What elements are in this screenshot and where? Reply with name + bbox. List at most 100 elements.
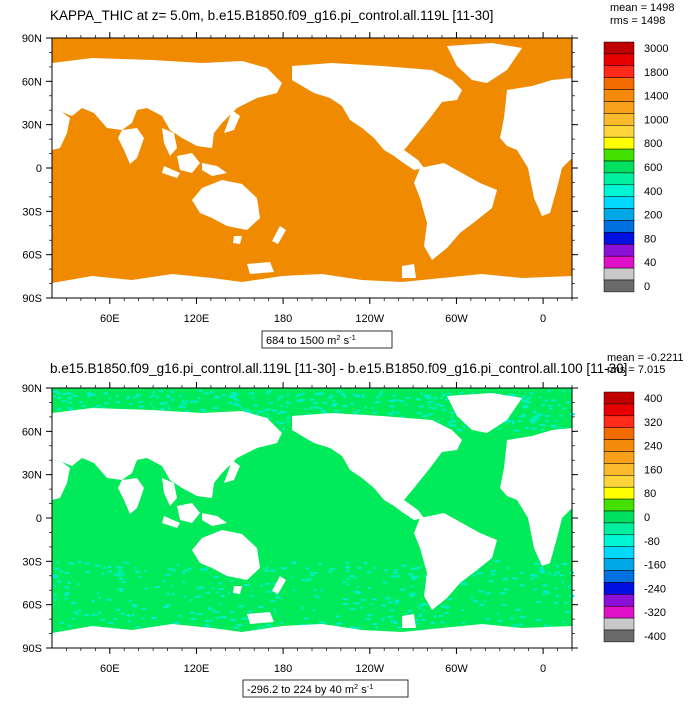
- noise-speck: [210, 619, 213, 622]
- noise-speck: [136, 625, 141, 628]
- noise-speck: [539, 424, 546, 427]
- noise-speck: [265, 566, 269, 569]
- noise-speck: [322, 412, 328, 415]
- colorbar-label: 400: [644, 186, 662, 198]
- x-tick-label: 120W: [355, 313, 384, 325]
- noise-speck: [376, 396, 380, 399]
- noise-speck: [122, 573, 125, 576]
- noise-speck: [405, 403, 408, 406]
- noise-speck: [264, 582, 270, 585]
- noise-speck: [356, 591, 362, 594]
- noise-speck: [179, 394, 183, 397]
- noise-speck: [286, 401, 291, 404]
- noise-speck: [503, 588, 509, 591]
- noise-speck: [243, 408, 250, 411]
- noise-speck: [450, 416, 453, 419]
- noise-speck: [430, 621, 435, 624]
- noise-speck: [372, 411, 377, 414]
- y-tick-label: 90N: [22, 383, 42, 395]
- plot1-range-box: 684 to 1500 m2 s-1: [261, 330, 393, 349]
- colorbar-cell: [603, 208, 635, 221]
- noise-speck: [557, 404, 561, 407]
- colorbar-cell: [603, 391, 635, 405]
- noise-speck: [388, 400, 391, 403]
- noise-speck: [427, 413, 433, 416]
- noise-speck: [144, 569, 147, 572]
- plot-difference: b.e15.B1850.f09_g16.pi_control.all.119L …: [22, 352, 684, 698]
- noise-speck: [562, 620, 565, 623]
- noise-speck: [535, 618, 542, 621]
- noise-speck: [200, 586, 205, 589]
- noise-speck: [216, 591, 219, 594]
- noise-speck: [107, 570, 113, 573]
- noise-speck: [562, 562, 568, 565]
- noise-speck: [276, 421, 280, 424]
- noise-speck: [265, 392, 270, 395]
- noise-speck: [405, 613, 408, 616]
- noise-speck: [119, 578, 124, 580]
- noise-speck: [549, 625, 553, 628]
- y-tick-label: 0: [36, 513, 42, 525]
- plot2-range-text: -296.2 to 224 by 40 m: [247, 684, 354, 696]
- noise-speck: [364, 406, 367, 409]
- noise-speck: [305, 567, 310, 570]
- noise-speck: [181, 399, 185, 402]
- noise-speck: [197, 397, 201, 400]
- noise-speck: [564, 601, 569, 604]
- svg-text:-296.2 to 224 by 40 m2 s-1: -296.2 to 224 by 40 m2 s-1: [247, 682, 373, 696]
- noise-speck: [320, 589, 324, 592]
- noise-speck: [249, 595, 254, 598]
- noise-speck: [98, 611, 102, 614]
- noise-speck: [536, 601, 542, 603]
- noise-speck: [290, 576, 293, 579]
- noise-speck: [398, 399, 403, 402]
- noise-speck: [247, 411, 253, 414]
- noise-speck: [521, 396, 524, 399]
- noise-speck: [395, 602, 399, 605]
- plot1-mean: mean = 1498: [610, 2, 675, 14]
- noise-speck: [378, 393, 383, 396]
- noise-speck: [266, 590, 272, 593]
- noise-speck: [282, 428, 285, 431]
- noise-speck: [461, 608, 464, 611]
- noise-speck: [471, 596, 474, 599]
- noise-speck: [53, 598, 58, 601]
- noise-speck: [394, 599, 397, 602]
- noise-speck: [198, 595, 202, 598]
- noise-speck: [445, 398, 451, 401]
- colorbar-cell: [603, 172, 635, 186]
- noise-speck: [462, 622, 465, 624]
- noise-speck: [126, 614, 132, 617]
- colorbar-label: 80: [644, 488, 656, 500]
- noise-speck: [213, 576, 219, 579]
- colorbar-label: 0: [644, 512, 650, 524]
- plot-kappa-thic: KAPPA_THIC at z= 5.0m, b.e15.B1850.f09_g…: [22, 2, 675, 349]
- noise-speck: [533, 588, 538, 591]
- noise-speck: [502, 578, 508, 581]
- noise-speck: [419, 613, 423, 616]
- noise-speck: [415, 398, 422, 401]
- noise-speck: [528, 396, 532, 399]
- noise-speck: [166, 604, 170, 607]
- colorbar-label: 240: [644, 441, 662, 453]
- noise-speck: [411, 576, 416, 579]
- noise-speck: [519, 571, 524, 574]
- noise-speck: [152, 406, 155, 409]
- noise-speck: [538, 567, 543, 570]
- noise-speck: [511, 394, 516, 397]
- noise-speck: [433, 615, 436, 618]
- noise-speck: [257, 627, 260, 630]
- plot2-map: [51, 387, 575, 649]
- noise-speck: [67, 397, 72, 400]
- noise-speck: [126, 397, 130, 400]
- noise-speck: [108, 621, 114, 624]
- noise-speck: [117, 574, 123, 577]
- noise-speck: [355, 394, 359, 397]
- plot2-mean: mean = -0.2211: [607, 352, 684, 364]
- noise-speck: [416, 412, 422, 415]
- noise-speck: [252, 396, 255, 399]
- noise-speck: [103, 392, 109, 395]
- noise-speck: [304, 408, 307, 411]
- colorbar-cell: [603, 101, 635, 114]
- noise-speck: [69, 409, 74, 411]
